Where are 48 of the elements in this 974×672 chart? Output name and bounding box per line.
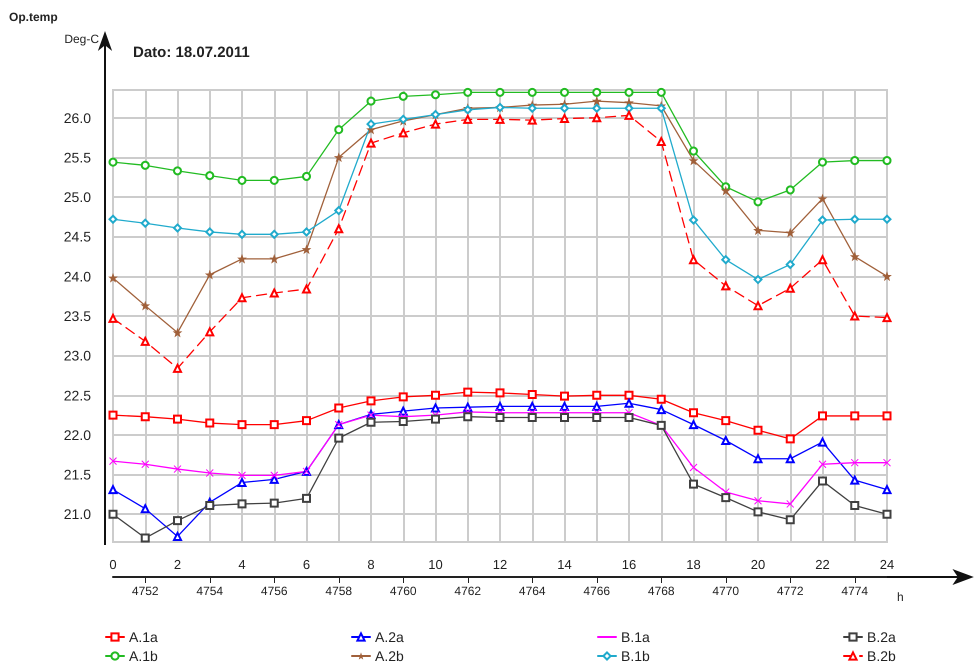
x-tick-label: 24 [880, 557, 894, 572]
x-axis-title: h [897, 590, 904, 604]
chart-subtitle: Dato: 18.07.2011 [133, 44, 250, 61]
x2-tick-label: 4758 [325, 584, 352, 598]
x2-tick-label: 4754 [196, 584, 224, 598]
y-tick-label: 22.5 [64, 387, 92, 404]
legend-label: A.1b [129, 648, 158, 664]
y-tick-label: 22.0 [64, 426, 92, 443]
x-tick-label: 14 [557, 557, 572, 572]
y-tick-label: 24.0 [64, 268, 92, 284]
chart-title: Op.temp [9, 10, 58, 24]
y-tick-label: 26.0 [64, 110, 92, 126]
x-tick-label: 20 [750, 557, 766, 572]
legend-label: B.1b [621, 648, 650, 664]
x-tick-label: 16 [622, 557, 636, 572]
legend-label: A.2a [375, 629, 404, 645]
x-tick-label: 4 [238, 557, 246, 572]
x-tick-label: 2 [174, 557, 182, 572]
x2-tick-label: 4772 [776, 584, 804, 598]
legend-label: B.1a [621, 629, 650, 645]
x2-tick-label: 4764 [518, 584, 546, 598]
x-tick-label: 10 [428, 557, 443, 572]
x-tick-label: 22 [815, 557, 830, 572]
legend-label: A.1a [129, 629, 158, 645]
y-tick-label: 23.5 [64, 308, 92, 324]
x2-tick-label: 4760 [390, 584, 417, 598]
x-tick-label: 8 [367, 557, 375, 572]
y-tick-label: 21.5 [64, 466, 92, 483]
x-tick-label: 6 [302, 557, 310, 572]
legend-label: B.2b [867, 648, 896, 664]
x2-tick-label: 4762 [454, 584, 482, 598]
y-tick-label: 23.0 [64, 348, 92, 364]
x-tick-label: 12 [492, 557, 508, 572]
y-tick-label: 21.0 [64, 506, 92, 522]
x-tick-label: 0 [109, 557, 117, 572]
legend-label: B.2a [867, 629, 896, 645]
x2-tick-label: 4768 [648, 584, 675, 598]
y-tick-label: 25.5 [64, 149, 92, 166]
x-tick-label: 18 [686, 557, 701, 572]
x2-tick-label: 4770 [712, 584, 740, 598]
x2-tick-label: 4766 [583, 584, 610, 598]
y-tick-label: 24.5 [64, 228, 92, 245]
legend-label: A.2b [375, 648, 404, 664]
y-tick-label: 25.0 [64, 189, 92, 206]
x2-tick-label: 4756 [260, 584, 288, 598]
x2-tick-label: 4752 [132, 584, 159, 598]
y-axis-title: Deg-C [64, 32, 100, 46]
x2-tick-label: 4774 [841, 584, 868, 598]
